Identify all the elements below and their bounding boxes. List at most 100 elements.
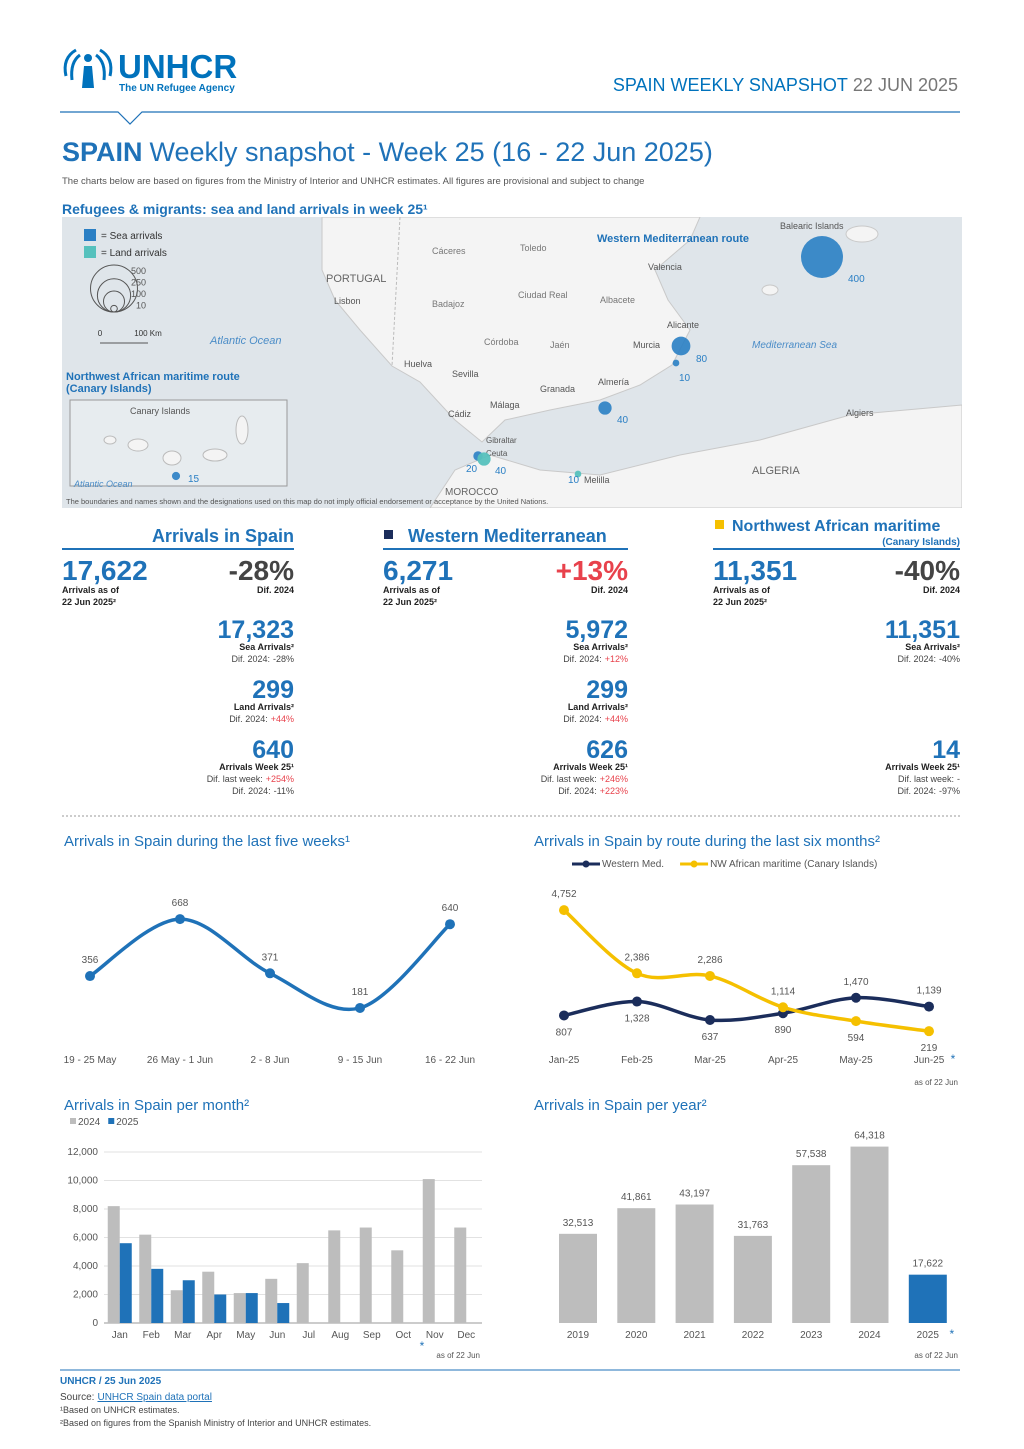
kpi-item-diff: Dif. 2024: -97% (897, 786, 960, 796)
value-label: 371 (262, 952, 279, 963)
page-title: SPAIN Weekly snapshot - Week 25 (16 - 22 … (62, 137, 713, 167)
bubble-label: 40 (617, 415, 629, 426)
x-tick-label: Jun (269, 1330, 285, 1341)
value-label: 356 (82, 955, 99, 966)
value-label: 1,470 (843, 977, 868, 988)
x-tick-label: Mar-25 (694, 1055, 726, 1066)
line (89, 917, 452, 1012)
x-tick-label: 19 - 25 May (64, 1055, 117, 1066)
bar (265, 1278, 278, 1323)
kpi-total-label: Arrivals as of (383, 585, 441, 595)
sea-bubble (672, 359, 680, 367)
x-tick-label: 26 May - 1 Jun (147, 1055, 213, 1066)
legend-dot (690, 860, 698, 868)
point (632, 996, 642, 1007)
map-label: Sevilla (452, 369, 479, 379)
x-tick-label: 2025 (917, 1330, 940, 1341)
chart-title: Arrivals in Spain per month² (64, 1097, 249, 1114)
map-label: Atlantic Ocean (73, 479, 133, 489)
bar (245, 1293, 258, 1323)
kpi-item-label: Arrivals Week 25¹ (885, 762, 960, 772)
map-label: Jaén (550, 340, 570, 350)
bubble-label: 400 (848, 274, 865, 285)
x-tick-label: Jul (302, 1330, 315, 1341)
source-link[interactable]: UNHCR Spain data portal (97, 1392, 212, 1403)
bar (277, 1303, 290, 1323)
x-tick-label: Jun-25 (914, 1055, 945, 1066)
value-label: 807 (556, 1027, 573, 1038)
kpi-total-label: 22 Jun 2025² (383, 597, 437, 607)
map-label: Toledo (520, 243, 547, 253)
sea-bubble (171, 471, 181, 481)
value-label: 2,286 (697, 955, 722, 966)
kpi-marker (384, 530, 393, 539)
map-label: Northwest African maritime route (66, 371, 240, 383)
point (445, 919, 455, 930)
legend-size-label: 500 (131, 266, 146, 276)
scale-label: 100 Km (134, 329, 162, 338)
map-label: Ceuta (486, 449, 508, 458)
x-tick-label: Mar (174, 1330, 192, 1341)
bar (139, 1234, 152, 1323)
point (705, 970, 715, 981)
legend-label: 2025 (116, 1117, 139, 1128)
x-tick-label: 2021 (683, 1330, 706, 1341)
legend-label: 2024 (78, 1117, 101, 1128)
diff-label: Dif. 2024: (897, 654, 936, 664)
sea-bubble (671, 336, 691, 356)
x-tick-label: Dec (457, 1330, 475, 1341)
kpi-total-label: Arrivals as of (713, 585, 771, 595)
title-text: Weekly snapshot - Week 25 (16 - 22 Jun 2… (150, 137, 713, 167)
chart-title: Arrivals in Spain by route during the la… (534, 833, 880, 850)
bar (908, 1274, 947, 1323)
legend-swatch (70, 1118, 76, 1124)
chart-title: Arrivals in Spain during the last five w… (64, 833, 350, 850)
kpi-item-value: 626 (586, 736, 628, 764)
kpi-title: Northwest African maritime (732, 518, 940, 535)
map-island (845, 225, 879, 243)
bar (182, 1280, 195, 1323)
kpi-diff-label: Dif. 2024 (257, 585, 294, 595)
diff-label: Dif. 2024: (231, 654, 270, 664)
point (175, 914, 185, 925)
map-label: Western Mediterranean route (597, 233, 749, 245)
bar (233, 1293, 246, 1323)
kpi-diff: +13% (556, 555, 628, 586)
diff-value: +246% (600, 774, 628, 784)
bubble-label: 10 (679, 373, 691, 384)
line (563, 995, 930, 1023)
kpi-item-value: 299 (252, 676, 294, 704)
x-tick-label: Oct (395, 1330, 411, 1341)
snapshot-country: SPAIN (613, 75, 666, 95)
map-label: Almería (598, 377, 629, 387)
org-name: UNHCR (118, 48, 237, 85)
value-label: 181 (352, 987, 369, 998)
kpi-item-label: Sea Arrivals² (905, 642, 960, 652)
value-label: 594 (848, 1033, 865, 1044)
kpi-item-label: Land Arrivals² (568, 702, 628, 712)
chart-note: as of 22 Jun (914, 1351, 958, 1360)
value-label: 637 (702, 1032, 719, 1043)
bar (422, 1179, 435, 1323)
map-label: Algiers (846, 408, 874, 418)
kpi-total: 17,622 (62, 555, 148, 586)
kpi-total: 11,351 (713, 555, 797, 586)
kpi-item-diff: Dif. 2024: +223% (558, 786, 628, 796)
y-tick-label: 8,000 (73, 1204, 98, 1215)
map-label: Huelva (404, 359, 432, 369)
map-label: Cádiz (448, 409, 472, 419)
kpi-item-value: 17,323 (218, 616, 294, 644)
kpi-total: 6,271 (383, 555, 453, 586)
bar (119, 1243, 132, 1323)
value-label: 64,318 (854, 1131, 885, 1142)
map-island (202, 448, 228, 462)
land-bubble (574, 470, 582, 478)
map-label: Málaga (490, 400, 520, 410)
map-label: Córdoba (484, 337, 519, 347)
bar (454, 1227, 467, 1323)
value-label: 17,622 (913, 1259, 944, 1270)
kpi-item-diff: Dif. 2024: +44% (229, 714, 294, 724)
x-tick-label: 16 - 22 Jun (425, 1055, 475, 1066)
x-tick-label: 2 - 8 Jun (251, 1055, 290, 1066)
